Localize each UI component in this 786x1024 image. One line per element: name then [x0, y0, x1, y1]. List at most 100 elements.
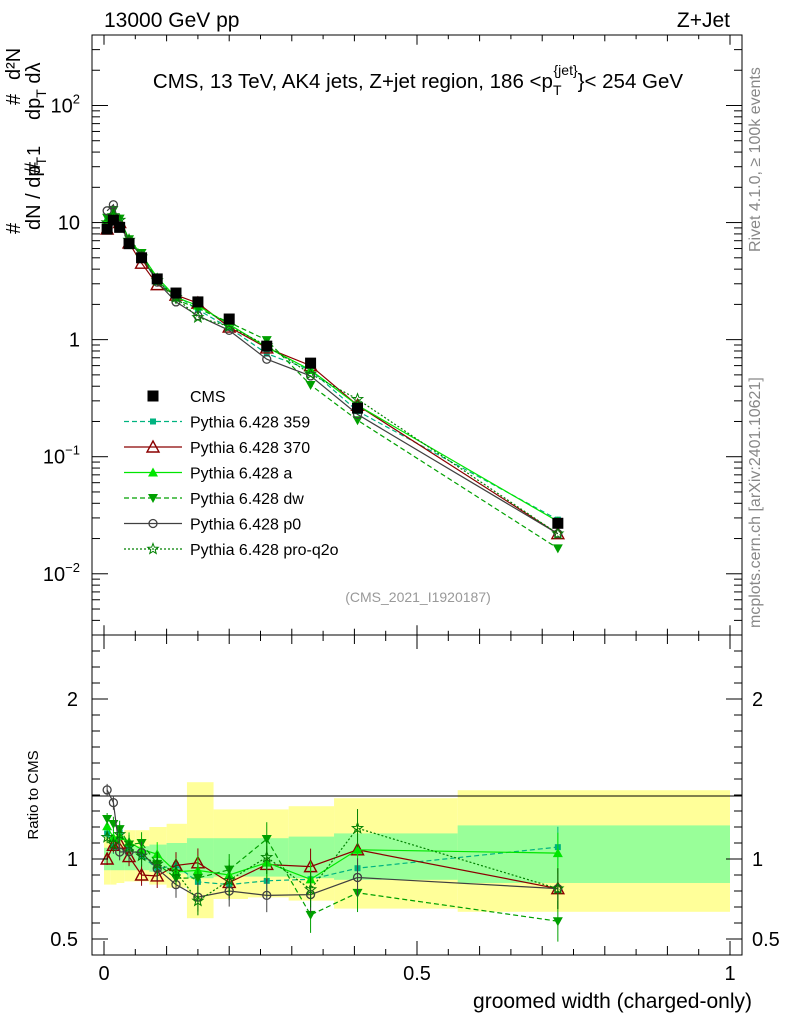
legend-label: Pythia 6.428 a	[190, 466, 292, 483]
svg-text:dpT dλ: dpT dλ	[23, 63, 49, 121]
process-label: Z+Jet	[677, 9, 730, 32]
ratio-point-pythia-6-428-pro-q2o	[169, 864, 183, 878]
analysis-watermark: (CMS_2021_I1920187)	[345, 589, 491, 605]
ratio-point-pythia-6-428-370	[134, 867, 149, 881]
ratio-point-pythia-6-428-pro-q2o	[222, 873, 236, 886]
svg-text:d²N: d²N	[3, 48, 25, 80]
legend-label: Pythia 6.428 370	[190, 440, 310, 457]
legend-entry: Pythia 6.428 370	[124, 439, 310, 457]
band-green-bin	[457, 825, 730, 883]
legend-marker	[148, 518, 158, 529]
ratio-point-pythia-6-428-pro-q2o	[551, 881, 565, 895]
mcplots-label: mcplots.cern.ch [arXiv:2401.10621]	[747, 377, 764, 628]
point-cms	[352, 402, 364, 414]
point-cms	[101, 223, 113, 235]
legend-entry: Pythia 6.428 a	[124, 466, 292, 483]
point-cms	[223, 313, 235, 325]
series-line-pythia-6-428-p0	[106, 203, 559, 535]
legend: CMS Pythia 6.428 359 Pythia 6.428 370 Pythi…	[124, 389, 339, 559]
point-pythia-6-428-pro-q2o	[222, 319, 236, 332]
ratio-tick-label: 2	[67, 689, 78, 711]
point-pythia-6-428-pro-q2o	[350, 392, 365, 405]
legend-entry: Pythia 6.428 pro-q2o	[124, 542, 339, 559]
legend-marker	[147, 390, 159, 402]
legend-label: Pythia 6.428 pro-q2o	[190, 542, 339, 559]
ratio-tick-label: 1	[67, 849, 78, 871]
legend-entry: Pythia 6.428 359	[124, 415, 310, 432]
point-pythia-6-428-dw	[305, 380, 316, 390]
legend-marker	[146, 542, 160, 555]
ratio-point-pythia-6-428-dw	[305, 910, 316, 920]
x-tick-label: 0	[98, 963, 109, 985]
point-cms	[136, 252, 148, 264]
point-cms	[192, 296, 204, 308]
ratio-point-pythia-6-428-370	[121, 849, 137, 863]
rivet-label: Rivet 4.1.0, ≥ 100k events	[747, 67, 764, 252]
ratio-point-pythia-6-428-pro-q2o	[150, 856, 164, 870]
y-tick-label: 102	[51, 91, 80, 117]
point-cms	[170, 287, 182, 299]
legend-marker	[148, 467, 158, 477]
series-line-pythia-6-428-a	[106, 212, 559, 522]
point-pythia-6-428-p0	[102, 206, 112, 216]
point-cms	[107, 214, 119, 226]
band-green-bin	[116, 847, 125, 871]
ratio-point-pythia-6-428-p0	[108, 797, 119, 808]
point-pythia-6-428-dw	[352, 416, 363, 426]
ratio-axis-title: Ratio to CMS	[25, 750, 42, 839]
point-cms	[151, 273, 163, 285]
point-pythia-6-428-p0	[553, 529, 563, 539]
legend-marker	[148, 494, 158, 503]
ratio-point-pythia-6-428-dw	[552, 917, 563, 927]
ratio-point-pythia-6-428-pro-q2o	[106, 836, 120, 850]
x-axis-title: groomed width (charged-only)	[473, 990, 752, 1013]
legend-marker	[150, 418, 156, 425]
ratio-point-pythia-6-428-pro-q2o	[113, 827, 127, 840]
y-tick-label: 1	[69, 330, 80, 352]
series-line-pythia-6-428-pro-q2o	[106, 214, 559, 535]
legend-label: CMS	[190, 389, 226, 406]
series-line-pythia-6-428-370	[106, 214, 559, 535]
y-tick-label: 10−1	[43, 443, 80, 469]
ratio-point-pythia-6-428-pro-q2o	[260, 850, 274, 863]
ratio-point-pythia-6-428-pro-q2o	[122, 839, 136, 853]
legend-label: Pythia 6.428 dw	[190, 491, 304, 508]
ratio-point-pythia-6-428-dw	[192, 874, 203, 884]
point-cms	[261, 340, 273, 352]
ratio-point-pythia-6-428-p0	[102, 785, 112, 795]
y-tick-label: 10−2	[43, 560, 80, 586]
point-pythia-6-428-pro-q2o	[191, 310, 205, 323]
ratio-tick-label-right: 0.5	[752, 929, 780, 951]
ratio-point-pythia-6-428-a	[352, 844, 363, 854]
band-green-bin	[334, 833, 458, 880]
legend-entry: Pythia 6.428 dw	[124, 491, 304, 508]
ratio-point-pythia-6-428-pro-q2o	[303, 882, 318, 896]
y-axis-title: #1 dN / dpT # dpT dλ # d²N	[3, 48, 49, 234]
chart-title: CMS, 13 TeV, AK4 jets, Z+jet region, 186…	[153, 62, 683, 98]
x-tick-label: 0.5	[403, 963, 431, 985]
svg-text:dN / dpT: dN / dpT	[23, 157, 49, 230]
ratio-tick-label: 0.5	[50, 929, 78, 951]
legend-label: Pythia 6.428 p0	[190, 517, 301, 534]
svg-text:#: #	[3, 222, 25, 234]
point-cms	[552, 517, 564, 529]
legend-entry: Pythia 6.428 p0	[124, 517, 301, 534]
ratio-point-pythia-6-428-p0	[115, 847, 125, 857]
svg-text:#: #	[3, 93, 25, 105]
ratio-point-pythia-6-428-pro-q2o	[350, 821, 365, 834]
ratio-point-pythia-6-428-dw	[261, 835, 272, 844]
legend-entry: CMS	[147, 389, 226, 406]
ratio-point-pythia-6-428-dw	[102, 815, 113, 824]
beam-label: 13000 GeV pp	[104, 9, 239, 32]
legend-marker	[145, 439, 161, 453]
ratio-point-pythia-6-428-pro-q2o	[100, 830, 114, 843]
point-cms	[114, 221, 126, 233]
ratio-tick-label-right: 1	[752, 849, 763, 871]
point-pythia-6-428-p0	[262, 354, 272, 364]
legend-label: Pythia 6.428 359	[190, 415, 310, 432]
ratio-point-pythia-6-428-pro-q2o	[134, 848, 149, 862]
y-tick-label: 10	[58, 213, 80, 235]
ratio-point-pythia-6-428-p0	[352, 872, 363, 883]
ratio-point-pythia-6-428-p0	[262, 890, 272, 901]
